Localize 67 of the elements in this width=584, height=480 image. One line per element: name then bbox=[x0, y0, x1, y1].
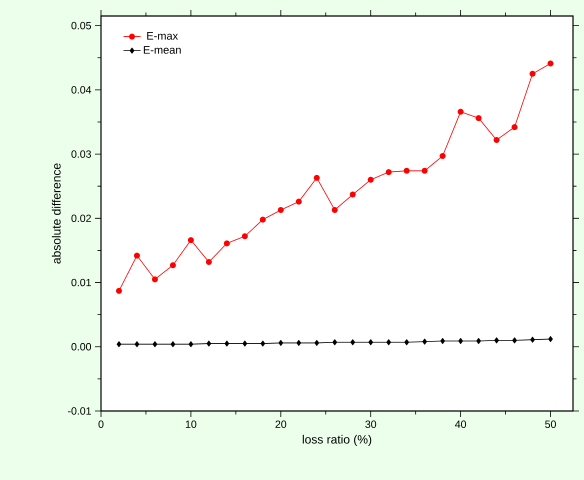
point bbox=[440, 153, 446, 160]
y-tick-label: 0.02 bbox=[71, 214, 91, 222]
point bbox=[224, 340, 230, 347]
point bbox=[134, 341, 140, 348]
point bbox=[368, 176, 374, 183]
point bbox=[422, 338, 428, 345]
point bbox=[368, 339, 374, 346]
point bbox=[386, 339, 392, 346]
point bbox=[314, 340, 320, 346]
point bbox=[152, 341, 158, 348]
y-tick-label: 0.04 bbox=[71, 86, 92, 94]
point bbox=[332, 206, 338, 213]
point bbox=[278, 340, 284, 346]
point bbox=[530, 70, 536, 77]
point bbox=[350, 339, 356, 346]
point bbox=[332, 339, 338, 346]
point bbox=[278, 206, 284, 213]
point bbox=[188, 237, 194, 244]
point bbox=[314, 174, 320, 181]
point bbox=[188, 341, 194, 348]
point bbox=[404, 339, 410, 346]
point bbox=[170, 262, 176, 268]
y-tick-label: 0.00 bbox=[71, 343, 92, 350]
x-tick-label: 0 bbox=[98, 420, 104, 428]
y-tick-label: 0.05 bbox=[71, 22, 92, 30]
point bbox=[386, 169, 392, 176]
y-tick-label: 0.01 bbox=[71, 278, 91, 286]
point bbox=[116, 288, 122, 294]
point bbox=[224, 240, 230, 246]
point bbox=[548, 336, 553, 342]
point bbox=[296, 198, 302, 205]
y-tick-label: 0.03 bbox=[71, 150, 92, 158]
point bbox=[512, 124, 518, 130]
x-axis-title: loss ratio (%) bbox=[302, 434, 372, 446]
point bbox=[476, 115, 482, 122]
point bbox=[206, 340, 212, 347]
point bbox=[260, 216, 266, 223]
point bbox=[260, 340, 266, 347]
point bbox=[350, 192, 356, 198]
point bbox=[170, 341, 176, 348]
point bbox=[134, 252, 140, 259]
point bbox=[494, 337, 499, 344]
point bbox=[530, 336, 535, 343]
point bbox=[116, 341, 122, 348]
point bbox=[296, 340, 302, 346]
x-tick-label: 40 bbox=[455, 420, 466, 428]
point bbox=[458, 338, 463, 344]
x-tick-label: 50 bbox=[545, 420, 556, 428]
x-tick-label: 10 bbox=[186, 420, 196, 428]
point bbox=[206, 258, 212, 265]
point bbox=[440, 338, 445, 344]
point bbox=[242, 233, 248, 240]
point bbox=[152, 276, 158, 282]
legend-label: E-max bbox=[147, 32, 178, 40]
y-tick-label: -0.01 bbox=[68, 407, 91, 415]
point bbox=[404, 168, 410, 174]
x-tick-label: 30 bbox=[365, 420, 376, 428]
point bbox=[422, 168, 428, 174]
point bbox=[494, 136, 500, 143]
point bbox=[548, 60, 554, 67]
y-axis-title: absolute difference bbox=[52, 163, 61, 264]
legend-label: E-mean bbox=[144, 46, 181, 54]
x-tick-label: 20 bbox=[276, 420, 286, 428]
point bbox=[512, 337, 517, 344]
point bbox=[458, 108, 464, 115]
point bbox=[242, 340, 248, 347]
point bbox=[476, 338, 481, 344]
